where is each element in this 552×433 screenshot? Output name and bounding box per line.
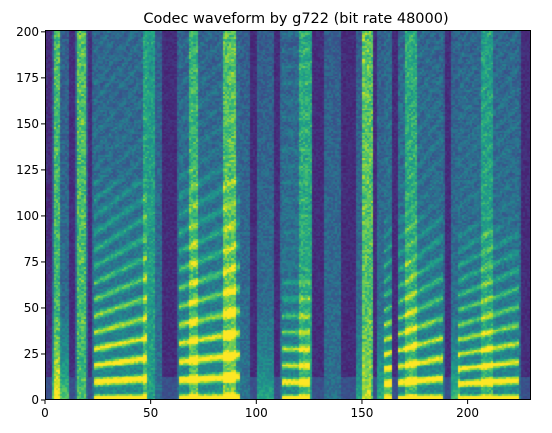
x-tick-label: 200	[456, 406, 479, 420]
y-tick-label: 0	[31, 393, 39, 407]
x-tick-label: 100	[245, 406, 268, 420]
x-tick-label: 50	[143, 406, 158, 420]
y-tick-label: 175	[16, 71, 39, 85]
y-tick-label: 50	[24, 301, 39, 315]
y-axis: 0 25 50 75 100 125 150 175 200	[16, 25, 45, 407]
spectrogram-image	[45, 30, 531, 400]
y-tick-label: 200	[16, 25, 39, 39]
y-tick-label: 75	[24, 255, 39, 269]
plot-area	[45, 30, 531, 400]
chart-title: Codec waveform by g722 (bit rate 48000)	[143, 11, 448, 27]
y-tick-label: 25	[24, 347, 39, 361]
axes-frame	[45, 30, 531, 400]
y-tick-label: 100	[16, 209, 39, 223]
y-tick-label: 150	[16, 117, 39, 131]
x-tick-label: 150	[351, 406, 374, 420]
x-axis: 0 50 100 150 200	[41, 400, 479, 420]
x-tick-label: 0	[41, 406, 49, 420]
y-tick-label: 125	[16, 163, 39, 177]
